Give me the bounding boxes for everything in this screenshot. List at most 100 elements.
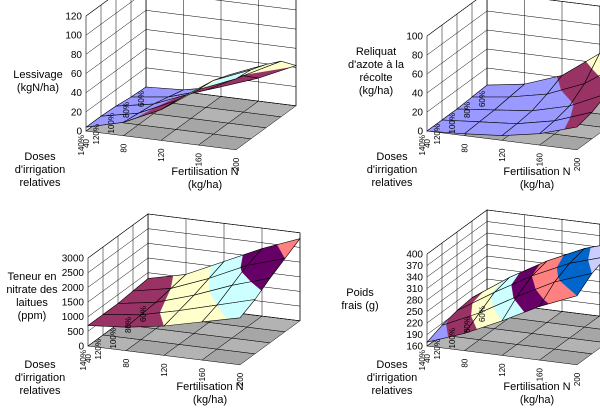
x-axis-title: Fertilisation N (kg/ha) bbox=[171, 166, 238, 191]
y-tick-label: 80% bbox=[463, 102, 472, 118]
x-tick-label: 120 bbox=[157, 148, 166, 162]
y-axis-title-line: relatives bbox=[20, 177, 61, 189]
y-axis: 140% 120% 100% 80% 60% bbox=[418, 306, 487, 370]
x-axis-title-line: Fertilisation N bbox=[171, 166, 238, 178]
x-tick-label: 160 bbox=[536, 153, 545, 167]
z-tick-label: 500 bbox=[67, 327, 84, 338]
z-tick-label: 0 bbox=[417, 127, 423, 138]
floor-plane bbox=[426, 301, 600, 366]
z-tick-label: 100 bbox=[65, 31, 82, 42]
x-axis-title-line: (kg/ha) bbox=[193, 394, 227, 406]
y-axis-title: Doses d'irrigation relatives bbox=[15, 359, 65, 397]
grid-line bbox=[85, 0, 297, 36]
floor-cell bbox=[553, 337, 600, 355]
x-axis: 40 80 120 160 200 bbox=[84, 353, 245, 386]
x-tick-label: 120 bbox=[498, 148, 507, 162]
z-axis-title-line: nitrate des bbox=[6, 284, 58, 296]
y-tick-label: 80% bbox=[122, 102, 131, 118]
z-axis-title-line: laitues bbox=[16, 297, 48, 309]
y-axis-title-line: Doses bbox=[24, 359, 56, 371]
x-tick-label: 80 bbox=[461, 143, 470, 152]
z-axis-title-line: d'azote à la bbox=[348, 59, 405, 71]
chart-lessivage: 0 20 40 60 80 100 120 40 80 120 160 200 140% 120% 100%… bbox=[13, 0, 298, 191]
z-tick-label: 250 bbox=[406, 307, 423, 318]
z-axis-title-line: frais (g) bbox=[341, 300, 378, 312]
x-axis-title-line: (kg/ha) bbox=[520, 179, 554, 191]
z-tick-label: 1000 bbox=[62, 312, 85, 323]
surface bbox=[87, 238, 301, 328]
z-tick-label: 100 bbox=[406, 32, 423, 43]
grid-line bbox=[426, 0, 600, 37]
x-tick-label: 40 bbox=[84, 353, 93, 362]
z-tick-label: 220 bbox=[406, 319, 423, 330]
x-tick-label: 40 bbox=[423, 138, 432, 147]
surface-mesh-cell bbox=[198, 69, 252, 90]
z-axis-title-line: (kgN/ha) bbox=[17, 82, 59, 94]
z-axis-title: Teneur en nitrate des laitues (ppm) bbox=[6, 271, 58, 322]
z-axis-title-line: Lessivage bbox=[13, 69, 63, 81]
z-tick-label: 80 bbox=[412, 51, 424, 62]
y-tick-label: 100% bbox=[109, 328, 118, 348]
y-axis-title-line: d'irrigation bbox=[367, 164, 417, 176]
x-tick-label: 40 bbox=[82, 138, 91, 147]
y-tick-label: 60% bbox=[478, 91, 487, 107]
y-tick-label: 120% bbox=[94, 339, 103, 359]
x-tick-label: 160 bbox=[536, 368, 545, 382]
x-axis: 40 80 120 160 200 bbox=[423, 138, 582, 171]
x-axis-title-line: Fertilisation N bbox=[503, 166, 570, 178]
surface-mesh-cell bbox=[201, 299, 256, 323]
y-tick-label: 140% bbox=[77, 135, 86, 155]
z-axis-title-line: Reliquat bbox=[356, 46, 396, 58]
y-axis-title: Doses d'irrigation relatives bbox=[367, 359, 417, 397]
y-tick-label: 120% bbox=[433, 339, 442, 359]
y-axis-title-line: relatives bbox=[372, 385, 413, 397]
y-axis: 140% 120% 100% 80% 60% bbox=[418, 91, 487, 155]
z-tick-label: 0 bbox=[76, 127, 82, 138]
x-tick-label: 40 bbox=[423, 353, 432, 362]
z-tick-label: 160 bbox=[406, 342, 423, 353]
x-axis: 40 80 120 160 200 bbox=[423, 353, 582, 386]
floor-cell bbox=[568, 326, 600, 343]
y-axis-title-line: d'irrigation bbox=[367, 372, 417, 384]
z-axis: 0 20 40 60 80 100 120 bbox=[65, 12, 82, 138]
surface-mesh-cell bbox=[538, 272, 593, 307]
z-tick-label: 400 bbox=[406, 250, 423, 261]
z-axis-title: Lessivage (kgN/ha) bbox=[13, 69, 63, 94]
z-axis-title-line: Poids bbox=[346, 287, 374, 299]
x-tick-label: 80 bbox=[122, 358, 131, 367]
y-tick-label: 140% bbox=[79, 350, 88, 370]
z-axis-title-line: (ppm) bbox=[18, 310, 47, 322]
back-walls bbox=[85, 0, 297, 132]
z-tick-label: 1500 bbox=[62, 298, 85, 309]
x-tick-label: 200 bbox=[232, 157, 241, 171]
z-tick-label: 340 bbox=[406, 273, 423, 284]
z-tick-label: 370 bbox=[406, 261, 423, 272]
z-tick-label: 20 bbox=[71, 107, 83, 118]
z-axis-title-line: Teneur en bbox=[8, 271, 57, 283]
y-axis-title-line: Doses bbox=[24, 151, 56, 163]
x-axis: 40 80 120 160 200 bbox=[82, 138, 241, 171]
z-axis-title-line: récolte bbox=[359, 72, 392, 84]
z-tick-label: 120 bbox=[65, 12, 82, 23]
x-tick-label: 80 bbox=[120, 143, 129, 152]
x-axis-title-line: (kg/ha) bbox=[188, 179, 222, 191]
z-tick-label: 190 bbox=[406, 330, 423, 341]
y-tick-label: 60% bbox=[478, 306, 487, 322]
x-axis-title-line: (kg/ha) bbox=[520, 394, 554, 406]
x-tick-label: 200 bbox=[236, 372, 245, 386]
y-tick-label: 140% bbox=[418, 135, 427, 155]
surface-band bbox=[588, 245, 600, 261]
y-axis-title-line: Doses bbox=[376, 359, 408, 371]
z-tick-label: 2000 bbox=[62, 283, 85, 294]
surface bbox=[426, 52, 600, 136]
surface-mesh-cell bbox=[583, 52, 600, 85]
z-axis: 0 20 40 60 80 100 bbox=[406, 32, 423, 138]
z-axis-title: Poids frais (g) bbox=[341, 287, 378, 312]
x-axis-title: Fertilisation N (kg/ha) bbox=[503, 166, 570, 191]
y-tick-label: 60% bbox=[139, 306, 148, 322]
y-axis-title-line: Doses bbox=[376, 151, 408, 163]
y-tick-label: 100% bbox=[448, 113, 457, 133]
surface-mesh-cell bbox=[538, 111, 593, 135]
